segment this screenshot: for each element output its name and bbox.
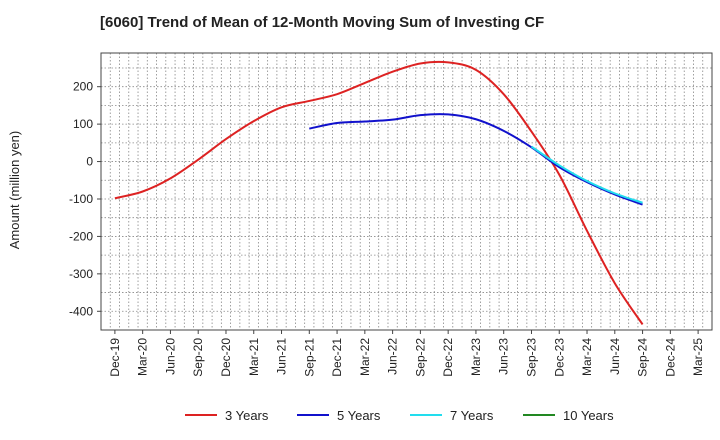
y-tick-label: 0: [86, 155, 93, 169]
x-tick-label: Mar-24: [580, 338, 594, 376]
series-line-7-years: [530, 145, 643, 204]
x-tick-label: Mar-22: [358, 338, 372, 376]
legend-label: 3 Years: [225, 407, 269, 423]
series-line-3-years: [114, 60, 644, 325]
x-tick-label: Jun-24: [608, 338, 622, 375]
x-tick-label: Sep-22: [413, 338, 427, 377]
x-tick-label: Sep-23: [524, 338, 538, 377]
x-tick-label: Jun-22: [386, 338, 400, 375]
x-tick-label: Sep-20: [191, 338, 205, 377]
x-tick-label: Dec-24: [663, 338, 677, 377]
legend-item: 7 Years: [410, 405, 493, 425]
x-tick-label: Dec-20: [219, 338, 233, 377]
x-tick-label: Mar-20: [136, 338, 150, 376]
grid: [101, 53, 712, 330]
y-tick-label: -400: [69, 304, 93, 318]
y-tick-label: 100: [73, 117, 93, 131]
y-tick-label: 200: [73, 80, 93, 94]
x-tick-label: Dec-23: [552, 338, 566, 377]
x-tick-label: Jun-20: [163, 338, 177, 375]
legend-item: 10 Years: [523, 405, 614, 425]
chart-title: [6060] Trend of Mean of 12-Month Moving …: [100, 14, 545, 31]
x-tick-label: Dec-19: [108, 338, 122, 377]
series-group: [114, 60, 644, 325]
y-tick-label: -100: [69, 192, 93, 206]
legend-label: 10 Years: [563, 407, 614, 423]
legend-label: 7 Years: [450, 407, 494, 423]
x-tick-label: Mar-23: [469, 338, 483, 376]
y-axis: -400 -300 -200 -100 0 100 200: [69, 80, 101, 318]
series-line-5-years: [309, 113, 643, 206]
y-tick-label: -300: [69, 267, 93, 281]
x-tick-label: Sep-24: [636, 338, 650, 377]
legend-swatch: [297, 414, 329, 416]
legend-swatch: [523, 414, 555, 416]
legend-item: 5 Years: [297, 405, 380, 425]
x-tick-label: Jun-21: [275, 338, 289, 375]
x-axis: Dec-19 Mar-20 Jun-20 Sep-20 Dec-20 Mar-21 Jun-…: [108, 330, 705, 377]
legend-swatch: [410, 414, 442, 416]
y-axis-label: Amount (million yen): [7, 131, 22, 250]
x-tick-label: Sep-21: [302, 338, 316, 377]
legend: 3 Years 5 Years 7 Years 10 Years: [0, 405, 720, 425]
x-tick-label: Mar-21: [247, 338, 261, 376]
legend-swatch: [185, 414, 217, 416]
x-tick-label: Jun-23: [497, 338, 511, 375]
legend-label: 5 Years: [337, 407, 381, 423]
x-tick-label: Mar-25: [691, 338, 705, 376]
x-tick-label: Dec-22: [441, 338, 455, 377]
y-tick-label: -200: [69, 229, 93, 243]
x-tick-label: Dec-21: [330, 338, 344, 377]
legend-item: 3 Years: [185, 405, 268, 425]
plot-frame: [100, 52, 713, 331]
